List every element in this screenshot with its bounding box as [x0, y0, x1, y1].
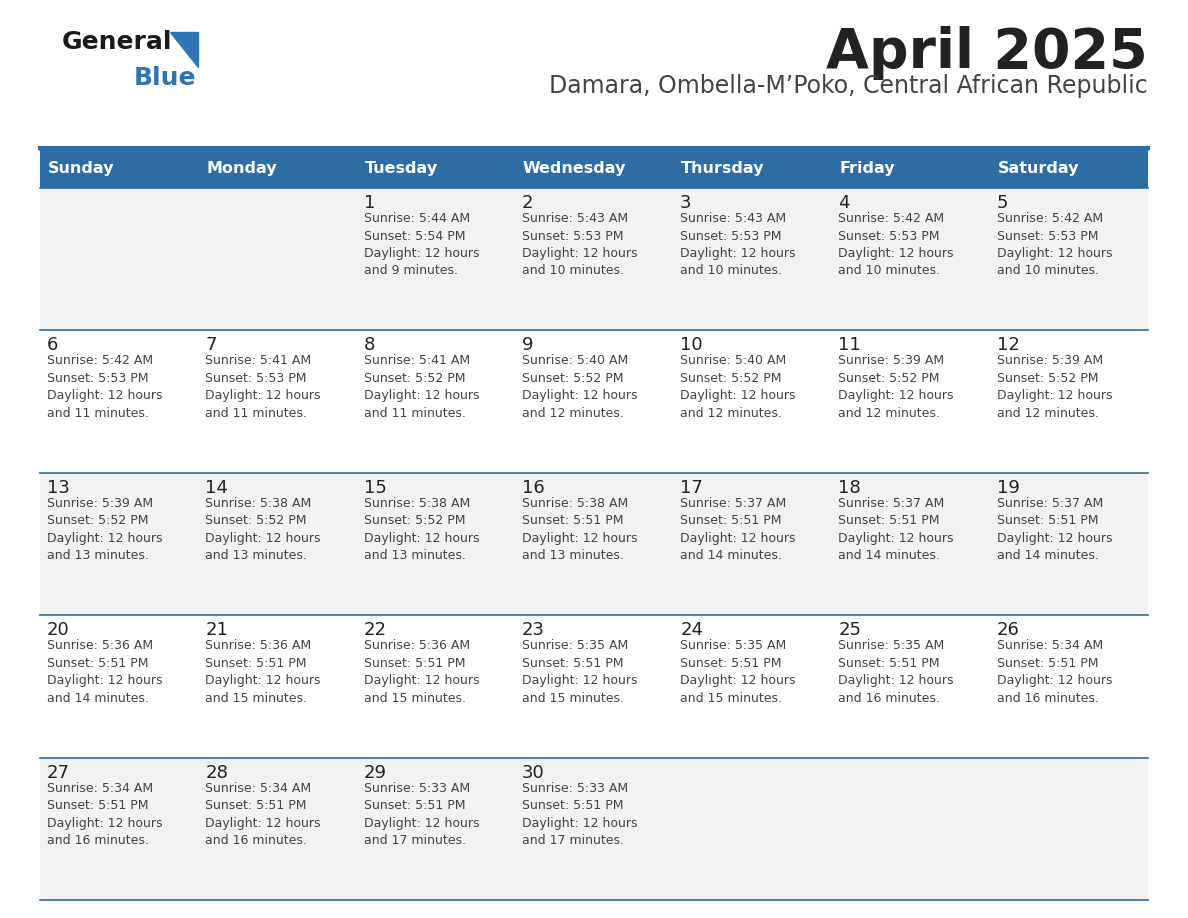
Text: 22: 22	[364, 621, 386, 639]
Text: 28: 28	[206, 764, 228, 781]
Text: 7: 7	[206, 336, 216, 354]
Text: 17: 17	[681, 479, 703, 497]
Text: 1: 1	[364, 194, 375, 212]
Bar	[198, 150, 356, 188]
Text: Sunrise: 5:34 AM
Sunset: 5:51 PM
Daylight: 12 hours
and 16 minutes.: Sunrise: 5:34 AM Sunset: 5:51 PM Dayligh…	[997, 639, 1112, 705]
Bar	[674, 150, 832, 188]
Bar	[40, 150, 198, 188]
Text: 18: 18	[839, 479, 861, 497]
Text: 29: 29	[364, 764, 386, 781]
Bar	[40, 473, 1148, 615]
Bar	[40, 330, 1148, 473]
Text: Sunrise: 5:33 AM
Sunset: 5:51 PM
Daylight: 12 hours
and 17 minutes.: Sunrise: 5:33 AM Sunset: 5:51 PM Dayligh…	[364, 781, 479, 847]
Text: Saturday: Saturday	[998, 162, 1079, 176]
Text: 27: 27	[48, 764, 70, 781]
Text: 14: 14	[206, 479, 228, 497]
Text: Sunrise: 5:42 AM
Sunset: 5:53 PM
Daylight: 12 hours
and 11 minutes.: Sunrise: 5:42 AM Sunset: 5:53 PM Dayligh…	[48, 354, 163, 420]
Text: Sunrise: 5:43 AM
Sunset: 5:53 PM
Daylight: 12 hours
and 10 minutes.: Sunrise: 5:43 AM Sunset: 5:53 PM Dayligh…	[681, 212, 796, 277]
Text: Sunrise: 5:38 AM
Sunset: 5:51 PM
Daylight: 12 hours
and 13 minutes.: Sunrise: 5:38 AM Sunset: 5:51 PM Dayligh…	[522, 497, 637, 563]
Text: 3: 3	[681, 194, 691, 212]
Text: Damara, Ombella-M’Poko, Central African Republic: Damara, Ombella-M’Poko, Central African …	[549, 74, 1148, 98]
Bar	[40, 188, 1148, 330]
Text: General: General	[62, 30, 172, 54]
Text: 23: 23	[522, 621, 545, 639]
Text: Sunday: Sunday	[48, 162, 114, 176]
Bar	[40, 615, 1148, 757]
Text: Sunrise: 5:37 AM
Sunset: 5:51 PM
Daylight: 12 hours
and 14 minutes.: Sunrise: 5:37 AM Sunset: 5:51 PM Dayligh…	[997, 497, 1112, 563]
Text: Sunrise: 5:36 AM
Sunset: 5:51 PM
Daylight: 12 hours
and 14 minutes.: Sunrise: 5:36 AM Sunset: 5:51 PM Dayligh…	[48, 639, 163, 705]
Text: Sunrise: 5:34 AM
Sunset: 5:51 PM
Daylight: 12 hours
and 16 minutes.: Sunrise: 5:34 AM Sunset: 5:51 PM Dayligh…	[48, 781, 163, 847]
Text: Sunrise: 5:36 AM
Sunset: 5:51 PM
Daylight: 12 hours
and 15 minutes.: Sunrise: 5:36 AM Sunset: 5:51 PM Dayligh…	[364, 639, 479, 705]
Text: April 2025: April 2025	[826, 26, 1148, 80]
Text: 5: 5	[997, 194, 1009, 212]
Text: 9: 9	[522, 336, 533, 354]
Bar	[514, 150, 674, 188]
Text: Sunrise: 5:35 AM
Sunset: 5:51 PM
Daylight: 12 hours
and 15 minutes.: Sunrise: 5:35 AM Sunset: 5:51 PM Dayligh…	[681, 639, 796, 705]
Text: 13: 13	[48, 479, 70, 497]
Text: Tuesday: Tuesday	[365, 162, 437, 176]
Bar	[990, 150, 1148, 188]
Text: Sunrise: 5:41 AM
Sunset: 5:52 PM
Daylight: 12 hours
and 11 minutes.: Sunrise: 5:41 AM Sunset: 5:52 PM Dayligh…	[364, 354, 479, 420]
Text: 11: 11	[839, 336, 861, 354]
Text: Friday: Friday	[840, 162, 895, 176]
Polygon shape	[170, 32, 198, 67]
Text: 19: 19	[997, 479, 1019, 497]
Text: Wednesday: Wednesday	[523, 162, 626, 176]
Text: 25: 25	[839, 621, 861, 639]
Text: 2: 2	[522, 194, 533, 212]
Text: Sunrise: 5:35 AM
Sunset: 5:51 PM
Daylight: 12 hours
and 15 minutes.: Sunrise: 5:35 AM Sunset: 5:51 PM Dayligh…	[522, 639, 637, 705]
Text: 20: 20	[48, 621, 70, 639]
Text: 10: 10	[681, 336, 703, 354]
Text: Monday: Monday	[207, 162, 277, 176]
Text: Sunrise: 5:41 AM
Sunset: 5:53 PM
Daylight: 12 hours
and 11 minutes.: Sunrise: 5:41 AM Sunset: 5:53 PM Dayligh…	[206, 354, 321, 420]
Text: Sunrise: 5:40 AM
Sunset: 5:52 PM
Daylight: 12 hours
and 12 minutes.: Sunrise: 5:40 AM Sunset: 5:52 PM Dayligh…	[681, 354, 796, 420]
Text: Sunrise: 5:42 AM
Sunset: 5:53 PM
Daylight: 12 hours
and 10 minutes.: Sunrise: 5:42 AM Sunset: 5:53 PM Dayligh…	[839, 212, 954, 277]
Text: 16: 16	[522, 479, 544, 497]
Text: Sunrise: 5:43 AM
Sunset: 5:53 PM
Daylight: 12 hours
and 10 minutes.: Sunrise: 5:43 AM Sunset: 5:53 PM Dayligh…	[522, 212, 637, 277]
Text: 21: 21	[206, 621, 228, 639]
Text: 4: 4	[839, 194, 849, 212]
Text: 6: 6	[48, 336, 58, 354]
Bar	[832, 150, 990, 188]
Bar	[356, 150, 514, 188]
Text: Sunrise: 5:34 AM
Sunset: 5:51 PM
Daylight: 12 hours
and 16 minutes.: Sunrise: 5:34 AM Sunset: 5:51 PM Dayligh…	[206, 781, 321, 847]
Text: Sunrise: 5:37 AM
Sunset: 5:51 PM
Daylight: 12 hours
and 14 minutes.: Sunrise: 5:37 AM Sunset: 5:51 PM Dayligh…	[839, 497, 954, 563]
Text: Sunrise: 5:33 AM
Sunset: 5:51 PM
Daylight: 12 hours
and 17 minutes.: Sunrise: 5:33 AM Sunset: 5:51 PM Dayligh…	[522, 781, 637, 847]
Text: Sunrise: 5:38 AM
Sunset: 5:52 PM
Daylight: 12 hours
and 13 minutes.: Sunrise: 5:38 AM Sunset: 5:52 PM Dayligh…	[364, 497, 479, 563]
Text: Sunrise: 5:44 AM
Sunset: 5:54 PM
Daylight: 12 hours
and 9 minutes.: Sunrise: 5:44 AM Sunset: 5:54 PM Dayligh…	[364, 212, 479, 277]
Text: Sunrise: 5:35 AM
Sunset: 5:51 PM
Daylight: 12 hours
and 16 minutes.: Sunrise: 5:35 AM Sunset: 5:51 PM Dayligh…	[839, 639, 954, 705]
Text: Sunrise: 5:39 AM
Sunset: 5:52 PM
Daylight: 12 hours
and 12 minutes.: Sunrise: 5:39 AM Sunset: 5:52 PM Dayligh…	[839, 354, 954, 420]
Text: Sunrise: 5:38 AM
Sunset: 5:52 PM
Daylight: 12 hours
and 13 minutes.: Sunrise: 5:38 AM Sunset: 5:52 PM Dayligh…	[206, 497, 321, 563]
Text: 15: 15	[364, 479, 386, 497]
Text: 8: 8	[364, 336, 375, 354]
Bar	[40, 757, 1148, 900]
Text: Sunrise: 5:39 AM
Sunset: 5:52 PM
Daylight: 12 hours
and 13 minutes.: Sunrise: 5:39 AM Sunset: 5:52 PM Dayligh…	[48, 497, 163, 563]
Text: 30: 30	[522, 764, 544, 781]
Text: Sunrise: 5:36 AM
Sunset: 5:51 PM
Daylight: 12 hours
and 15 minutes.: Sunrise: 5:36 AM Sunset: 5:51 PM Dayligh…	[206, 639, 321, 705]
Text: 24: 24	[681, 621, 703, 639]
Text: Blue: Blue	[134, 66, 196, 90]
Text: 26: 26	[997, 621, 1019, 639]
Text: Sunrise: 5:37 AM
Sunset: 5:51 PM
Daylight: 12 hours
and 14 minutes.: Sunrise: 5:37 AM Sunset: 5:51 PM Dayligh…	[681, 497, 796, 563]
Text: Sunrise: 5:39 AM
Sunset: 5:52 PM
Daylight: 12 hours
and 12 minutes.: Sunrise: 5:39 AM Sunset: 5:52 PM Dayligh…	[997, 354, 1112, 420]
Text: Sunrise: 5:42 AM
Sunset: 5:53 PM
Daylight: 12 hours
and 10 minutes.: Sunrise: 5:42 AM Sunset: 5:53 PM Dayligh…	[997, 212, 1112, 277]
Text: Sunrise: 5:40 AM
Sunset: 5:52 PM
Daylight: 12 hours
and 12 minutes.: Sunrise: 5:40 AM Sunset: 5:52 PM Dayligh…	[522, 354, 637, 420]
Text: Thursday: Thursday	[681, 162, 765, 176]
Text: 12: 12	[997, 336, 1019, 354]
